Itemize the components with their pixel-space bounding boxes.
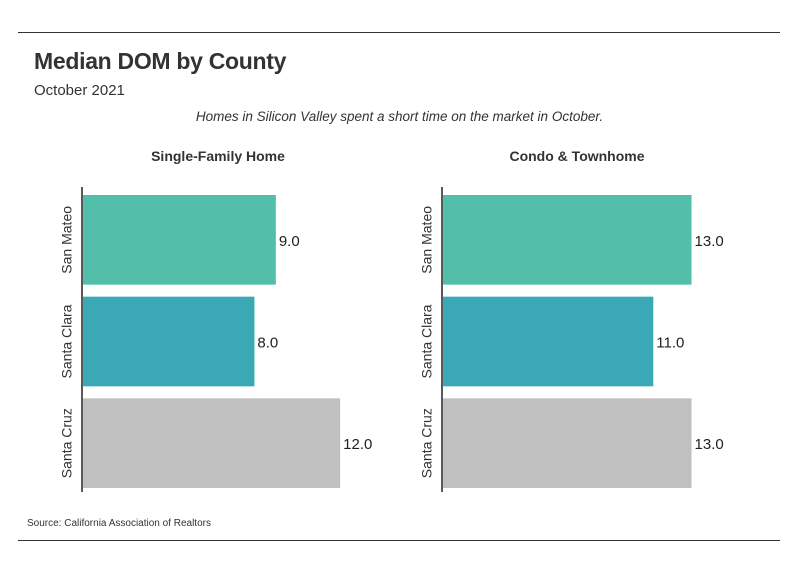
value-label-santa-clara: 8.0 <box>257 335 278 352</box>
category-label-santa-cruz: Santa Cruz <box>59 408 75 478</box>
value-label-santa-cruz: 13.0 <box>695 436 724 453</box>
value-label-san-mateo: 9.0 <box>279 233 300 250</box>
value-label-santa-clara: 11.0 <box>656 335 684 352</box>
bar-san-mateo <box>443 195 692 285</box>
category-label-santa-clara: Santa Clara <box>59 304 75 378</box>
chart-subtitle: October 2021 <box>34 82 125 99</box>
bar-santa-cruz <box>443 398 692 488</box>
panel-title-condo: Condo & Townhome <box>509 148 645 164</box>
chart-title: Median DOM by County <box>34 48 287 74</box>
top-rule <box>18 32 780 33</box>
category-label-san-mateo: San Mateo <box>419 206 435 274</box>
panel-condo: 13.0 San Mateo 11.0 Santa Clara 13.0 Santa Cr… <box>419 187 724 492</box>
panel-title-single-family: Single-Family Home <box>151 148 285 164</box>
chart-caption: Homes in Silicon Valley spent a short ti… <box>195 109 604 124</box>
category-label-santa-cruz: Santa Cruz <box>419 408 435 478</box>
category-label-san-mateo: San Mateo <box>59 206 75 274</box>
bar-santa-cruz <box>83 398 341 488</box>
bar-san-mateo <box>83 195 276 285</box>
bottom-rule <box>18 540 780 541</box>
bar-santa-clara <box>443 296 654 387</box>
panel-single-family: 9.0 San Mateo 8.0 Santa Clara 12.0 Santa Cruz <box>59 187 372 492</box>
source-note: Source: California Association of Realto… <box>27 518 211 529</box>
value-label-san-mateo: 13.0 <box>695 233 724 250</box>
bar-santa-clara <box>83 296 255 387</box>
value-label-santa-cruz: 12.0 <box>343 436 372 453</box>
category-label-santa-clara: Santa Clara <box>419 304 435 378</box>
